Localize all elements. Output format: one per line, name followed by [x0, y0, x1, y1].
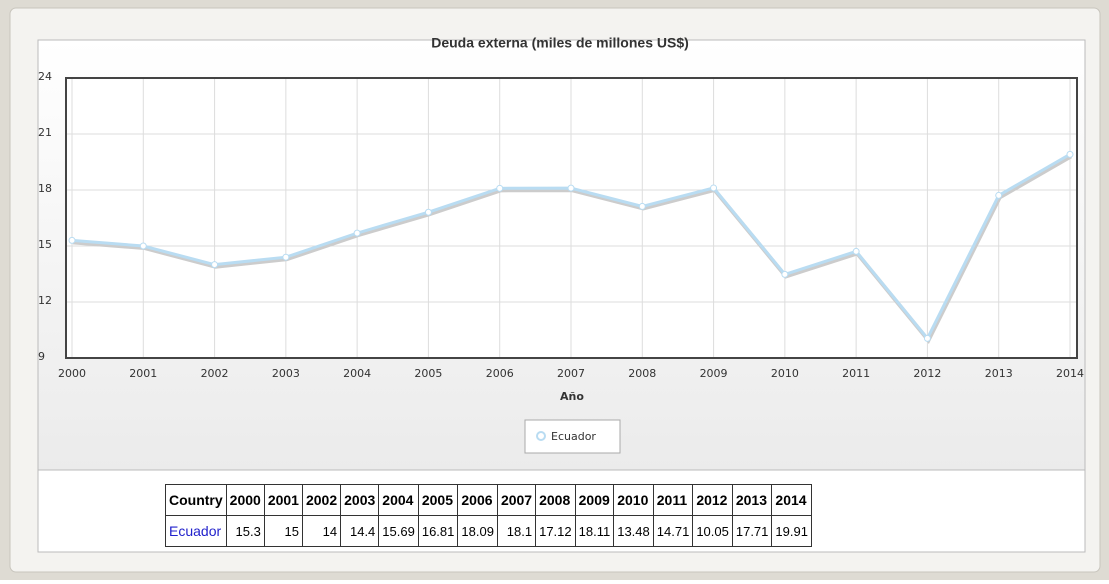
table-cell: 2011	[652, 484, 694, 516]
x-tick-label: 2010	[771, 367, 799, 380]
table-cell: 2001	[263, 484, 303, 516]
x-tick-label: 2013	[985, 367, 1013, 380]
plot-border	[65, 77, 1078, 359]
table-cell: 15.69	[378, 515, 419, 547]
table-cell: 15	[263, 515, 303, 547]
point	[923, 334, 931, 342]
x-tick-label: 2002	[201, 367, 229, 380]
point	[1066, 150, 1074, 158]
point	[282, 253, 290, 261]
x-tick-label: 2004	[343, 367, 371, 380]
point	[496, 184, 504, 192]
y-tick-label: 21	[38, 126, 52, 139]
x-tick-label: 2001	[129, 367, 157, 380]
table-cell: 13.48	[613, 515, 654, 547]
point	[68, 236, 76, 244]
table-cell: 14.4	[340, 515, 380, 547]
table-cell: 2000	[225, 484, 265, 516]
point	[781, 270, 789, 278]
point	[995, 191, 1003, 199]
data-table: Country 2000 2001 2002 2003 2004 2005 2006 2007 2…	[165, 484, 812, 547]
point	[710, 184, 718, 192]
point	[638, 202, 646, 210]
table-row: Ecuador 15.3 15 14 14.4 15.69 16.81 18.09 18.1 17…	[165, 515, 812, 547]
table-cell: 17.12	[535, 515, 576, 547]
table-cell: 14	[301, 515, 342, 547]
x-tick-label: 2007	[557, 367, 585, 380]
point	[852, 247, 860, 255]
table-cell: 2012	[692, 484, 733, 516]
x-tick-label: 2008	[628, 367, 656, 380]
x-tick-label: 2006	[486, 367, 514, 380]
table-cell: 14.71	[652, 515, 694, 547]
chart-title: Deuda externa (miles de millones US$)	[431, 35, 689, 51]
x-tick-label: 2005	[414, 367, 442, 380]
table-cell: 17.71	[731, 515, 773, 547]
legend: Ecuador	[524, 419, 621, 454]
legend-label: Ecuador	[551, 430, 596, 443]
table-cell: 2006	[457, 484, 498, 516]
legend-marker	[536, 431, 546, 441]
table-cell: 2013	[731, 484, 773, 516]
point	[211, 261, 219, 269]
table-cell: 2014	[771, 484, 812, 516]
table-cell: 18.1	[496, 515, 537, 547]
table-cell: Country	[165, 484, 227, 516]
table-cell: Ecuador	[165, 515, 227, 547]
table-cell: 15.3	[225, 515, 265, 547]
y-tick-label: 12	[38, 294, 52, 307]
table-cell: 19.91	[771, 515, 812, 547]
point	[424, 208, 432, 216]
x-tick-label: 2011	[842, 367, 870, 380]
table-cell: 2007	[496, 484, 537, 516]
table-cell: 2009	[574, 484, 615, 516]
x-tick-label: 2000	[58, 367, 86, 380]
x-tick-label: 2003	[272, 367, 300, 380]
x-tick-label: 2014	[1056, 367, 1084, 380]
x-tick-label: 2009	[700, 367, 728, 380]
point	[567, 184, 575, 192]
table-cell: 2008	[535, 484, 576, 516]
point	[353, 229, 361, 237]
table-cell: 2002	[301, 484, 342, 516]
point	[139, 242, 147, 250]
table-cell: 16.81	[417, 515, 459, 547]
table-cell: 18.11	[574, 515, 615, 547]
y-tick-label: 18	[38, 182, 52, 195]
table-cell: 18.09	[457, 515, 498, 547]
table-row: Country 2000 2001 2002 2003 2004 2005 2006 2007 2…	[165, 484, 812, 516]
x-tick-label: 2012	[913, 367, 941, 380]
x-axis-label: Año	[560, 390, 584, 403]
table-cell: 10.05	[692, 515, 733, 547]
y-tick-label: 9	[38, 350, 45, 363]
y-tick-label: 24	[38, 70, 52, 83]
table-cell: 2004	[378, 484, 419, 516]
table-cell: 2010	[613, 484, 654, 516]
table-cell: 2003	[340, 484, 380, 516]
y-tick-label: 15	[38, 238, 52, 251]
table-cell: 2005	[417, 484, 459, 516]
